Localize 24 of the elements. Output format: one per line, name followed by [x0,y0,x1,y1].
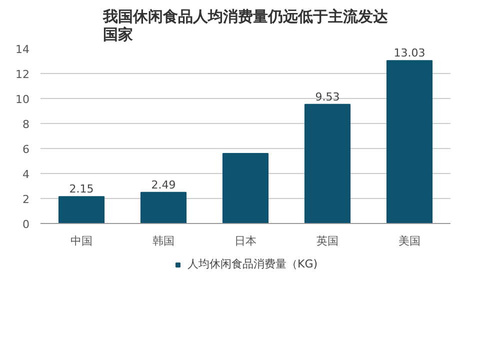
data-label: 2.49 [151,178,176,192]
bar [304,104,351,224]
data-label: 13.03 [394,46,426,60]
y-tick-label: 10 [16,93,30,106]
y-tick-label: 8 [22,118,30,131]
y-tick-label: 0 [22,218,30,231]
y-tick-label: 6 [22,143,30,156]
x-tick-label: 美国 [398,234,420,248]
chart-title: 我国休闲食品人均消费量仍远低于主流发达国家 [102,8,389,44]
bar [386,60,433,224]
y-tick-label: 14 [16,43,30,56]
legend-label: 人均休闲食品消费量（KG) [187,256,318,272]
bar [58,196,105,224]
data-label: 2.15 [69,182,94,196]
x-tick-label: 韩国 [152,234,174,248]
data-label: 9.53 [315,90,340,104]
x-tick-label: 日本 [234,234,256,248]
bar [222,153,269,224]
y-tick-label: 2 [22,193,30,206]
y-tick-label: 12 [16,68,30,81]
y-tick-label: 4 [22,168,30,181]
bar [140,192,187,224]
x-tick-label: 英国 [316,234,338,248]
x-tick-label: 中国 [70,234,92,248]
